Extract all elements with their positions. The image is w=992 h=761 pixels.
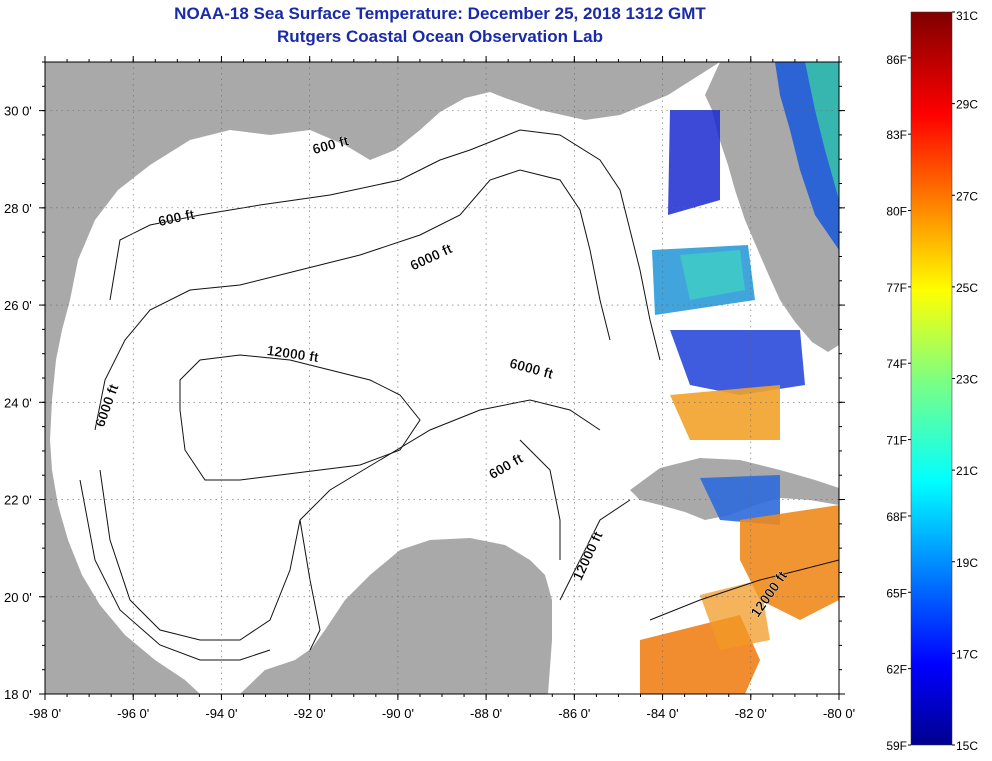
colorbar-celsius-label: 21C bbox=[956, 464, 978, 478]
colorbar-fahrenheit-label: 74F bbox=[886, 357, 907, 371]
lon-tick-label: -80 0' bbox=[823, 706, 855, 721]
colorbar-celsius-label: 29C bbox=[956, 98, 978, 112]
colorbar-celsius-label: 15C bbox=[956, 739, 978, 753]
colorbar-fahrenheit-label: 80F bbox=[886, 205, 907, 219]
contour-label: 600 ft bbox=[157, 206, 196, 229]
lon-tick-label: -98 0' bbox=[29, 706, 61, 721]
contour-12000ft-carib bbox=[559, 499, 839, 621]
colorbar-fahrenheit-label: 65F bbox=[886, 586, 907, 600]
grid-lines bbox=[45, 62, 839, 694]
colorbar-celsius-label: 19C bbox=[956, 556, 978, 570]
sst-swath-keys bbox=[670, 330, 805, 395]
depth-contours bbox=[79, 129, 839, 661]
colorbar-celsius-label: 27C bbox=[956, 189, 978, 203]
sst-swath-cuba-north bbox=[700, 475, 780, 525]
colorbar-fahrenheit-label: 71F bbox=[886, 434, 907, 448]
lat-tick-label: 22 0' bbox=[4, 493, 32, 508]
longitude-axis: -98 0' -96 0' -94 0' -92 0' -90 0' -88 0' -86 … bbox=[29, 56, 855, 721]
map-title: NOAA-18 Sea Surface Temperature: Decembe… bbox=[174, 4, 706, 23]
colorbar-celsius-label: 17C bbox=[956, 647, 978, 661]
contour-600ft bbox=[109, 129, 661, 361]
contour-12000ft bbox=[179, 354, 421, 481]
contour-campeche bbox=[299, 439, 561, 651]
lat-tick-label: 20 0' bbox=[4, 590, 32, 605]
sst-swath-fl-west bbox=[668, 110, 720, 215]
sst-swath-fl-mid-cyan bbox=[680, 250, 745, 300]
sst-swath-east-coast-warm bbox=[805, 62, 839, 200]
contour-label: 12000 ft bbox=[266, 342, 320, 365]
map-subtitle: Rutgers Coastal Ocean Observation Lab bbox=[277, 27, 603, 46]
colorbar-fahrenheit-label: 68F bbox=[886, 510, 907, 524]
sst-swath-caribbean-east bbox=[700, 580, 770, 650]
colorbar-celsius-label: 25C bbox=[956, 281, 978, 295]
sst-swaths bbox=[640, 62, 839, 694]
latitude-axis: 18 0' 20 0' 22 0' 24 0' 26 0' 28 0' 30 0' bbox=[4, 61, 845, 702]
lon-tick-label: -84 0' bbox=[646, 706, 678, 721]
colorbar-fahrenheit-label: 62F bbox=[886, 663, 907, 677]
colorbar-fahrenheit-label: 86F bbox=[886, 53, 907, 67]
colorbar bbox=[910, 11, 953, 746]
sst-swath-caribbean bbox=[740, 505, 839, 620]
lon-tick-label: -86 0' bbox=[558, 706, 590, 721]
lon-tick-label: -90 0' bbox=[382, 706, 414, 721]
lat-tick-label: 24 0' bbox=[4, 395, 32, 410]
lon-tick-label: -82 0' bbox=[735, 706, 767, 721]
lat-tick-label: 18 0' bbox=[4, 687, 32, 702]
lat-tick-label: 26 0' bbox=[4, 298, 32, 313]
colorbar-fahrenheit-label: 77F bbox=[886, 281, 907, 295]
lat-tick-label: 28 0' bbox=[4, 201, 32, 216]
contour-600ft-mexico bbox=[79, 479, 271, 661]
contour-6000ft bbox=[94, 169, 611, 431]
land-gulf-coast bbox=[45, 62, 720, 694]
colorbar-fahrenheit-label: 83F bbox=[886, 128, 907, 142]
lon-tick-label: -96 0' bbox=[117, 706, 149, 721]
lon-tick-label: -94 0' bbox=[205, 706, 237, 721]
colorbar-celsius-label: 23C bbox=[956, 373, 978, 387]
land-yucatan bbox=[240, 538, 552, 694]
lon-tick-label: -88 0' bbox=[470, 706, 502, 721]
colorbar-fahrenheit-label: 59F bbox=[886, 739, 907, 753]
lon-tick-label: -92 0' bbox=[294, 706, 326, 721]
sst-swath-straits bbox=[670, 385, 780, 440]
lat-tick-label: 30 0' bbox=[4, 104, 32, 119]
contour-6000ft-south bbox=[99, 399, 601, 641]
colorbar-labels: 31C 29C 27C 25C 23C 21C 19C 17C 15C 86F 83F 80F 77F 7… bbox=[886, 9, 978, 753]
colorbar-celsius-label: 31C bbox=[956, 9, 978, 23]
